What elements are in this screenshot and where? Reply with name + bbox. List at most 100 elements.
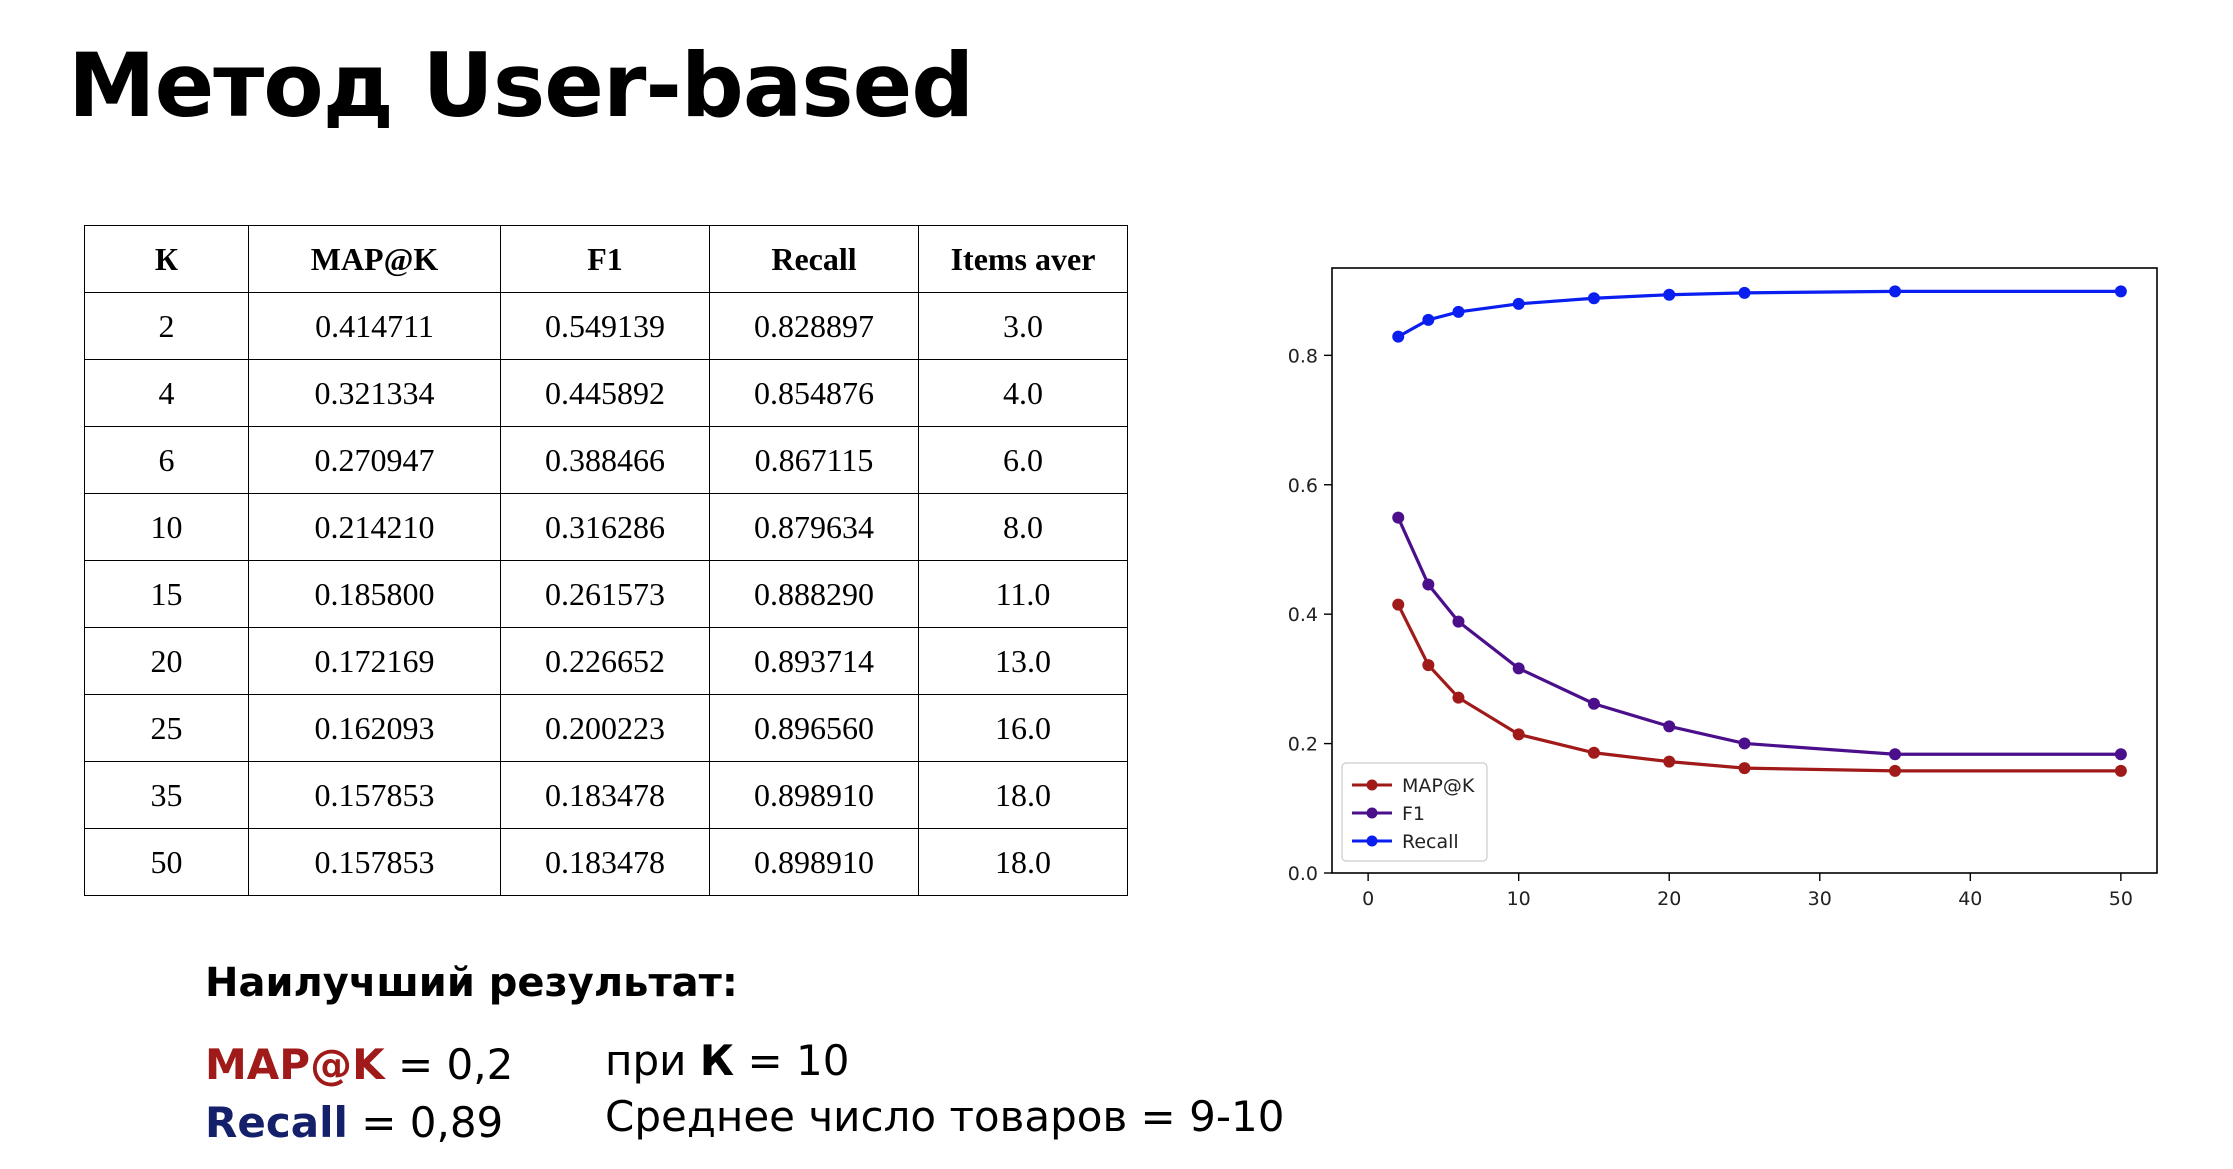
x-tick-label: 20	[1657, 888, 1681, 910]
data-point	[1512, 297, 1525, 310]
best-k-line: при К = 10	[605, 1036, 849, 1085]
cell-f1: 0.445892	[500, 359, 710, 427]
cell-k: 20	[84, 627, 249, 695]
cell-recall: 0.898910	[709, 828, 919, 896]
legend-label: Recall	[1402, 831, 1459, 853]
cell-recall: 0.893714	[709, 627, 919, 695]
cell-items: 8.0	[918, 493, 1128, 561]
table-row: 25 0.162093 0.200223 0.896560 16.0	[84, 694, 1128, 762]
cell-recall: 0.867115	[709, 426, 919, 494]
cell-f1: 0.200223	[500, 694, 710, 762]
y-tick-label: 0.4	[1288, 604, 1318, 626]
cell-map: 0.157853	[248, 761, 501, 829]
cell-k: 10	[84, 493, 249, 561]
table-row: 10 0.214210 0.316286 0.879634 8.0	[84, 493, 1128, 561]
cell-k: 2	[84, 292, 249, 360]
cell-k: 25	[84, 694, 249, 762]
data-point	[1422, 313, 1435, 326]
table-row: 50 0.157853 0.183478 0.898910 18.0	[84, 828, 1128, 896]
data-point	[1587, 292, 1600, 305]
data-point	[1889, 285, 1902, 298]
data-point	[1452, 691, 1465, 704]
y-tick-label: 0.2	[1288, 734, 1318, 756]
x-tick-label: 30	[1808, 888, 1832, 910]
table-header-row: К MAP@K F1 Recall Items aver	[84, 225, 1128, 293]
recall-label: Recall	[205, 1098, 348, 1147]
table-row: 4 0.321334 0.445892 0.854876 4.0	[84, 359, 1128, 427]
series-line-f1	[1396, 517, 2121, 756]
cell-recall: 0.898910	[709, 761, 919, 829]
data-point	[1422, 659, 1435, 672]
data-point	[1587, 746, 1600, 759]
data-point	[2114, 764, 2127, 777]
cell-map: 0.157853	[248, 828, 501, 896]
results-table: К MAP@K F1 Recall Items aver 2 0.414711 …	[84, 225, 1128, 896]
data-point	[1889, 748, 1902, 761]
cell-f1: 0.549139	[500, 292, 710, 360]
legend-box	[1341, 762, 1488, 862]
cell-f1: 0.183478	[500, 828, 710, 896]
data-point	[1738, 286, 1751, 299]
data-point	[1587, 697, 1600, 710]
data-point	[1663, 288, 1676, 301]
legend-marker	[1366, 779, 1378, 791]
best-result-section: Наилучший результат:	[205, 960, 738, 1006]
cell-map: 0.185800	[248, 560, 501, 628]
header-items-aver: Items aver	[918, 225, 1128, 293]
data-point	[1738, 737, 1751, 750]
k-prefix: при	[605, 1036, 700, 1085]
cell-map: 0.172169	[248, 627, 501, 695]
data-point	[1392, 598, 1405, 611]
cell-f1: 0.261573	[500, 560, 710, 628]
map-label: MAP@K	[205, 1040, 385, 1089]
table-row: 2 0.414711 0.549139 0.828897 3.0	[84, 292, 1128, 360]
legend-marker	[1366, 835, 1378, 847]
cell-recall: 0.896560	[709, 694, 919, 762]
metrics-line-chart: 0 10 20 30 40 50 0.0 0.2 0.4 0.6 0.8 MAP@K F1 Recall	[1288, 267, 2158, 910]
table-row: 20 0.172169 0.226652 0.893714 13.0	[84, 627, 1128, 695]
x-tick-label: 0	[1362, 888, 1374, 910]
cell-items: 13.0	[918, 627, 1128, 695]
recall-value: = 0,89	[347, 1098, 504, 1147]
cell-items: 18.0	[918, 828, 1128, 896]
best-map-line: MAP@K = 0,2	[205, 1040, 513, 1089]
cell-k: 35	[84, 761, 249, 829]
table-row: 15 0.185800 0.261573 0.888290 11.0	[84, 560, 1128, 628]
data-point	[1392, 511, 1405, 524]
cell-f1: 0.183478	[500, 761, 710, 829]
cell-recall: 0.888290	[709, 560, 919, 628]
cell-items: 4.0	[918, 359, 1128, 427]
data-point	[1452, 615, 1465, 628]
x-tick-label: 40	[1958, 888, 1982, 910]
data-point	[1512, 728, 1525, 741]
data-point	[1889, 764, 1902, 777]
legend-label: F1	[1402, 803, 1425, 825]
x-tick-label: 50	[2109, 888, 2133, 910]
data-point	[2114, 285, 2127, 298]
data-point	[1512, 662, 1525, 675]
data-point	[2114, 748, 2127, 761]
header-k: К	[84, 225, 249, 293]
cell-items: 18.0	[918, 761, 1128, 829]
cell-items: 6.0	[918, 426, 1128, 494]
data-point	[1452, 305, 1465, 318]
k-label: К	[699, 1036, 735, 1085]
plot-frame	[1331, 267, 2158, 874]
data-point	[1663, 755, 1676, 768]
x-tick-label: 10	[1507, 888, 1531, 910]
data-point	[1663, 720, 1676, 733]
cell-k: 50	[84, 828, 249, 896]
cell-map: 0.414711	[248, 292, 501, 360]
cell-items: 11.0	[918, 560, 1128, 628]
avg-items-note: Среднее число товаров = 9-10	[605, 1092, 1285, 1141]
cell-recall: 0.854876	[709, 359, 919, 427]
map-value: = 0,2	[384, 1040, 514, 1089]
cell-k: 4	[84, 359, 249, 427]
cell-f1: 0.316286	[500, 493, 710, 561]
best-recall-line: Recall = 0,89	[205, 1098, 503, 1147]
cell-items: 16.0	[918, 694, 1128, 762]
slide-title: Метод User-based	[68, 34, 974, 137]
cell-f1: 0.226652	[500, 627, 710, 695]
cell-k: 6	[84, 426, 249, 494]
table-row: 6 0.270947 0.388466 0.867115 6.0	[84, 426, 1128, 494]
